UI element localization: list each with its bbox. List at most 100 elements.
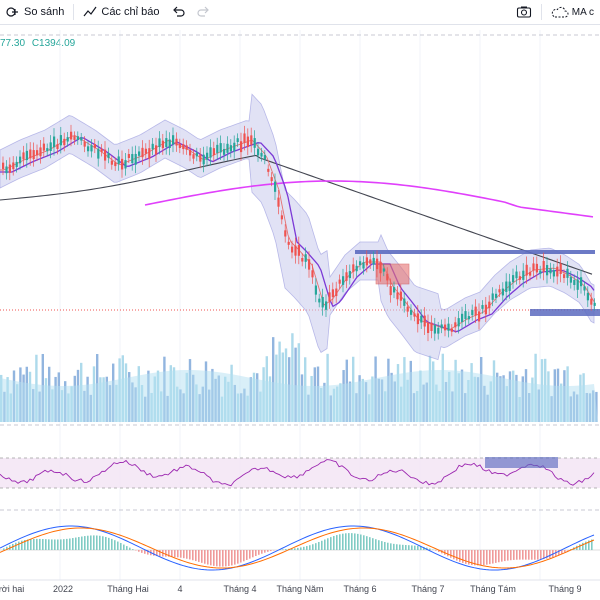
macd-histogram-bar — [132, 549, 134, 550]
macd-histogram-bar — [531, 550, 533, 560]
compare-button[interactable]: So sánh — [0, 0, 70, 24]
candle-body — [403, 298, 406, 306]
macd-histogram-bar — [123, 544, 125, 550]
candle-body — [25, 150, 28, 161]
candle-body — [202, 154, 205, 165]
macd-histogram-bar — [252, 550, 254, 558]
macd-histogram-bar — [561, 550, 563, 554]
macd-histogram-bar — [246, 550, 248, 560]
candle-body — [93, 143, 96, 149]
candle-body — [423, 315, 426, 327]
indicators-button[interactable]: Các chỉ báo — [77, 0, 165, 24]
support-zone — [530, 309, 600, 316]
candle-body — [206, 152, 209, 160]
macd-histogram-bar — [303, 546, 305, 550]
candle-body — [274, 181, 277, 192]
candle-body — [148, 148, 151, 159]
macd-histogram-bar — [402, 544, 404, 550]
macd-histogram-bar — [537, 550, 539, 560]
macd-histogram-bar — [585, 541, 587, 550]
candle-body — [301, 257, 304, 262]
macd-signal-line — [0, 527, 595, 569]
candle-body — [46, 148, 49, 152]
macd-histogram-bar — [408, 545, 410, 550]
candle-body — [59, 135, 62, 146]
candle-body — [226, 143, 229, 153]
candle-body — [450, 328, 453, 332]
candle-body — [552, 270, 555, 277]
candle-body — [223, 148, 226, 155]
macd-histogram-bar — [591, 539, 593, 550]
ma-indicator-button[interactable]: MA c — [545, 0, 600, 24]
macd-histogram-bar — [18, 541, 20, 550]
macd-histogram-bar — [144, 550, 146, 554]
macd-histogram-bar — [366, 536, 368, 550]
x-label-0: ười hai — [0, 584, 25, 594]
candle-body — [325, 301, 328, 310]
candle-body — [308, 259, 311, 270]
candle-body — [379, 262, 382, 274]
chart-grid — [0, 30, 600, 581]
macd-histogram-bar — [192, 550, 194, 561]
macd-histogram-bar — [480, 550, 482, 566]
candle-body — [586, 292, 589, 301]
macd-histogram-bar — [393, 543, 395, 550]
macd-histogram-bar — [138, 550, 140, 552]
bollinger-bands — [0, 93, 595, 361]
x-label-5: Tháng Năm — [276, 584, 324, 594]
price-chart[interactable] — [0, 25, 600, 600]
macd-histogram-bar — [492, 550, 494, 564]
candle-body — [410, 309, 413, 315]
macd-histogram-bar — [396, 544, 398, 550]
macd-histogram-bar — [387, 542, 389, 550]
macd-histogram-bar — [102, 536, 104, 550]
candle-body — [345, 272, 348, 281]
macd-histogram-bar — [360, 534, 362, 550]
macd-histogram-bar — [141, 550, 143, 553]
candle-body — [501, 288, 504, 296]
candle-body — [542, 260, 545, 272]
redo-button[interactable] — [191, 0, 217, 24]
ma-label: MA c — [571, 6, 594, 18]
macd-histogram-bar — [189, 550, 191, 560]
macd-histogram-bar — [339, 534, 341, 550]
candle-body — [518, 276, 521, 280]
candle-body — [478, 311, 481, 322]
macd-histogram-bar — [21, 540, 23, 550]
macd-histogram-bar — [297, 547, 299, 550]
candle-body — [178, 143, 181, 149]
macd-histogram-bar — [165, 550, 167, 557]
candle-body — [209, 147, 212, 158]
indicators-icon — [83, 5, 97, 19]
volume-bar — [297, 343, 300, 422]
candle-body — [15, 161, 18, 167]
undo-button[interactable] — [165, 0, 191, 24]
candle-body — [32, 150, 35, 160]
macd-histogram-bar — [261, 550, 263, 554]
macd-histogram-bar — [36, 538, 38, 550]
macd-histogram-bar — [216, 550, 218, 567]
macd-histogram-bar — [543, 550, 545, 560]
candle-body — [90, 145, 93, 152]
macd-histogram-bar — [39, 538, 41, 550]
candle-body — [5, 166, 8, 174]
macd-histogram-bar — [567, 550, 569, 551]
macd-histogram-bar — [489, 550, 491, 565]
bollinger-area — [0, 93, 595, 361]
candle-body — [66, 137, 69, 142]
macd-histogram-bar — [513, 550, 515, 560]
candle-body — [277, 197, 280, 207]
toolbar-divider-right — [540, 4, 542, 20]
macd-histogram-bar — [486, 550, 488, 565]
macd-histogram-bar — [405, 545, 407, 550]
candle-body — [100, 148, 103, 152]
macd-histogram-bar — [324, 539, 326, 550]
candle-body — [127, 153, 130, 159]
macd-histogram-bar — [348, 533, 350, 550]
candle-body — [36, 150, 39, 156]
candle-body — [437, 327, 440, 334]
macd-line — [0, 525, 595, 571]
macd-histogram-bar — [519, 550, 521, 560]
snapshot-button[interactable] — [510, 0, 538, 24]
macd-histogram-bar — [291, 548, 293, 550]
